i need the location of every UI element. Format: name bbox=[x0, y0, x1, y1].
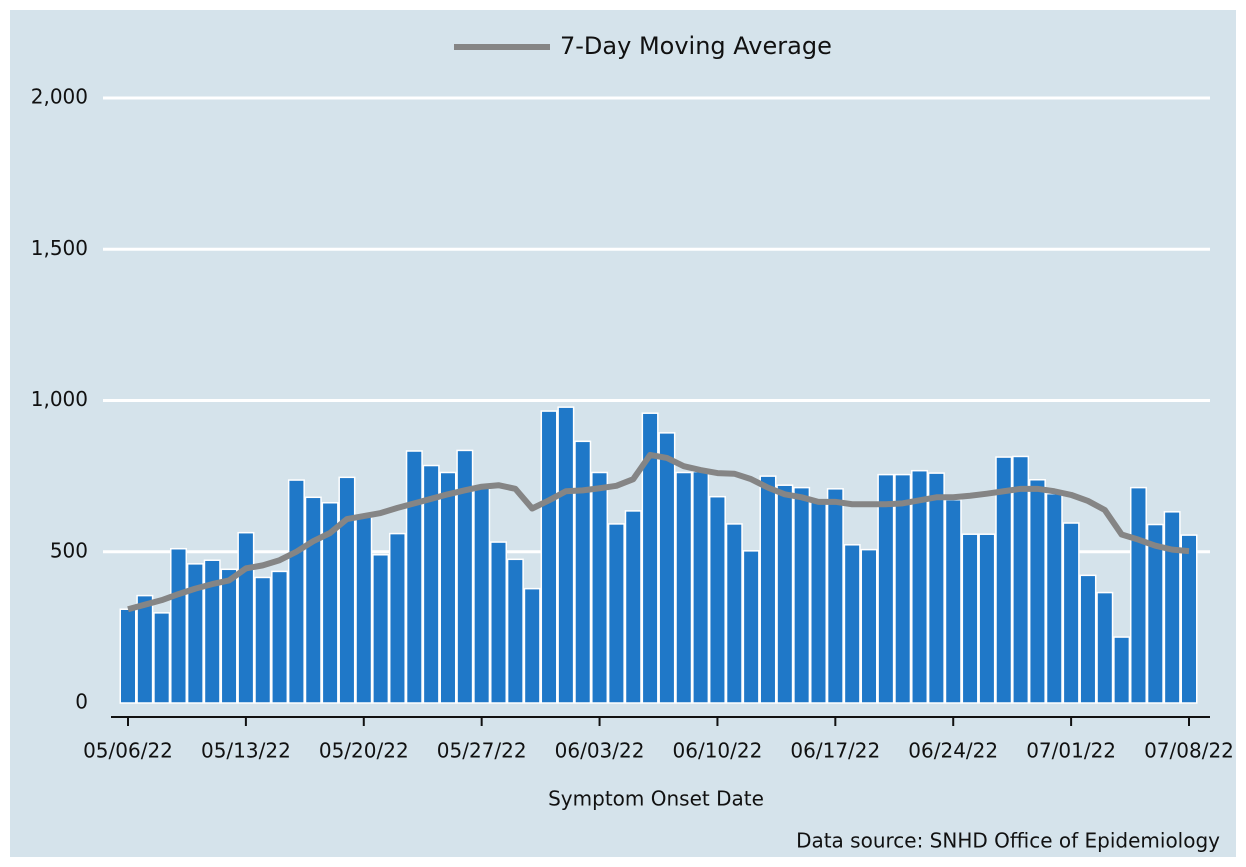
bar bbox=[759, 475, 777, 704]
bar bbox=[1079, 574, 1097, 704]
bar bbox=[1028, 479, 1046, 704]
bar bbox=[742, 550, 760, 704]
bar bbox=[607, 523, 625, 704]
bar bbox=[136, 594, 154, 704]
bar bbox=[860, 548, 878, 704]
bar bbox=[220, 568, 238, 704]
x-axis-label: Symptom Onset Date bbox=[548, 787, 764, 811]
bar bbox=[927, 472, 945, 704]
bar bbox=[877, 473, 895, 704]
bar bbox=[1129, 486, 1147, 704]
bar bbox=[372, 554, 390, 704]
bar bbox=[641, 412, 659, 704]
bar bbox=[473, 485, 491, 704]
bar bbox=[911, 469, 929, 704]
y-tick-label: 2,000 bbox=[31, 85, 88, 109]
x-tick-label: 05/13/22 bbox=[201, 739, 291, 763]
bar bbox=[388, 532, 406, 704]
bar bbox=[119, 608, 137, 704]
x-tick-label: 06/24/22 bbox=[908, 739, 998, 763]
bar bbox=[186, 563, 204, 704]
bar bbox=[1180, 534, 1198, 704]
bar bbox=[776, 484, 794, 704]
y-tick-label: 1,500 bbox=[31, 236, 88, 260]
bar bbox=[574, 440, 592, 704]
y-tick-label: 500 bbox=[50, 538, 88, 562]
bar bbox=[287, 479, 305, 704]
bar bbox=[624, 510, 642, 704]
bar bbox=[708, 495, 726, 704]
y-tick-label: 0 bbox=[75, 690, 88, 714]
x-tick-label: 07/01/22 bbox=[1026, 739, 1116, 763]
line bbox=[127, 451, 1190, 613]
bar bbox=[355, 514, 373, 704]
bar bbox=[254, 576, 272, 704]
bar bbox=[456, 449, 474, 704]
bar bbox=[1096, 591, 1114, 704]
plot-background bbox=[10, 10, 1236, 857]
bar bbox=[540, 410, 558, 704]
x-tick-label: 05/20/22 bbox=[319, 739, 409, 763]
bar bbox=[405, 450, 423, 704]
bar bbox=[793, 486, 811, 704]
bar bbox=[658, 432, 676, 704]
x-tick-label: 07/08/22 bbox=[1144, 739, 1234, 763]
bar bbox=[1146, 523, 1164, 704]
bar bbox=[826, 488, 844, 704]
bar bbox=[725, 523, 743, 704]
bar bbox=[1163, 511, 1181, 704]
bar bbox=[692, 470, 710, 704]
bar bbox=[591, 471, 609, 704]
source-note: Data source: SNHD Office of Epidemiology bbox=[796, 829, 1220, 853]
x-tick-label: 06/03/22 bbox=[555, 739, 645, 763]
bar bbox=[439, 471, 457, 704]
bar bbox=[809, 500, 827, 704]
legend-label: 7-Day Moving Average bbox=[560, 32, 832, 60]
bar bbox=[271, 570, 289, 704]
bar bbox=[170, 547, 188, 704]
x-tick-label: 06/10/22 bbox=[673, 739, 763, 763]
bar bbox=[557, 406, 575, 704]
bar bbox=[978, 533, 996, 704]
bar bbox=[237, 531, 255, 704]
bar bbox=[203, 559, 221, 704]
bar bbox=[338, 476, 356, 704]
bar bbox=[1012, 455, 1030, 704]
x-tick-label: 06/17/22 bbox=[790, 739, 880, 763]
bar bbox=[995, 456, 1013, 704]
bar bbox=[153, 612, 171, 704]
bar bbox=[894, 473, 912, 704]
bar bbox=[304, 496, 322, 704]
y-tick-label: 1,000 bbox=[31, 387, 88, 411]
bar bbox=[523, 587, 541, 704]
bar bbox=[843, 544, 861, 704]
x-tick-label: 05/06/22 bbox=[83, 739, 173, 763]
bar bbox=[1045, 492, 1063, 704]
bar bbox=[422, 464, 440, 704]
x-tick-label: 05/27/22 bbox=[437, 739, 527, 763]
bar bbox=[961, 533, 979, 704]
bar bbox=[506, 558, 524, 704]
bar bbox=[675, 471, 693, 704]
bar bbox=[1062, 522, 1080, 704]
bar bbox=[321, 501, 339, 704]
bar bbox=[1113, 636, 1131, 704]
bar bbox=[944, 498, 962, 704]
bar bbox=[490, 541, 508, 704]
